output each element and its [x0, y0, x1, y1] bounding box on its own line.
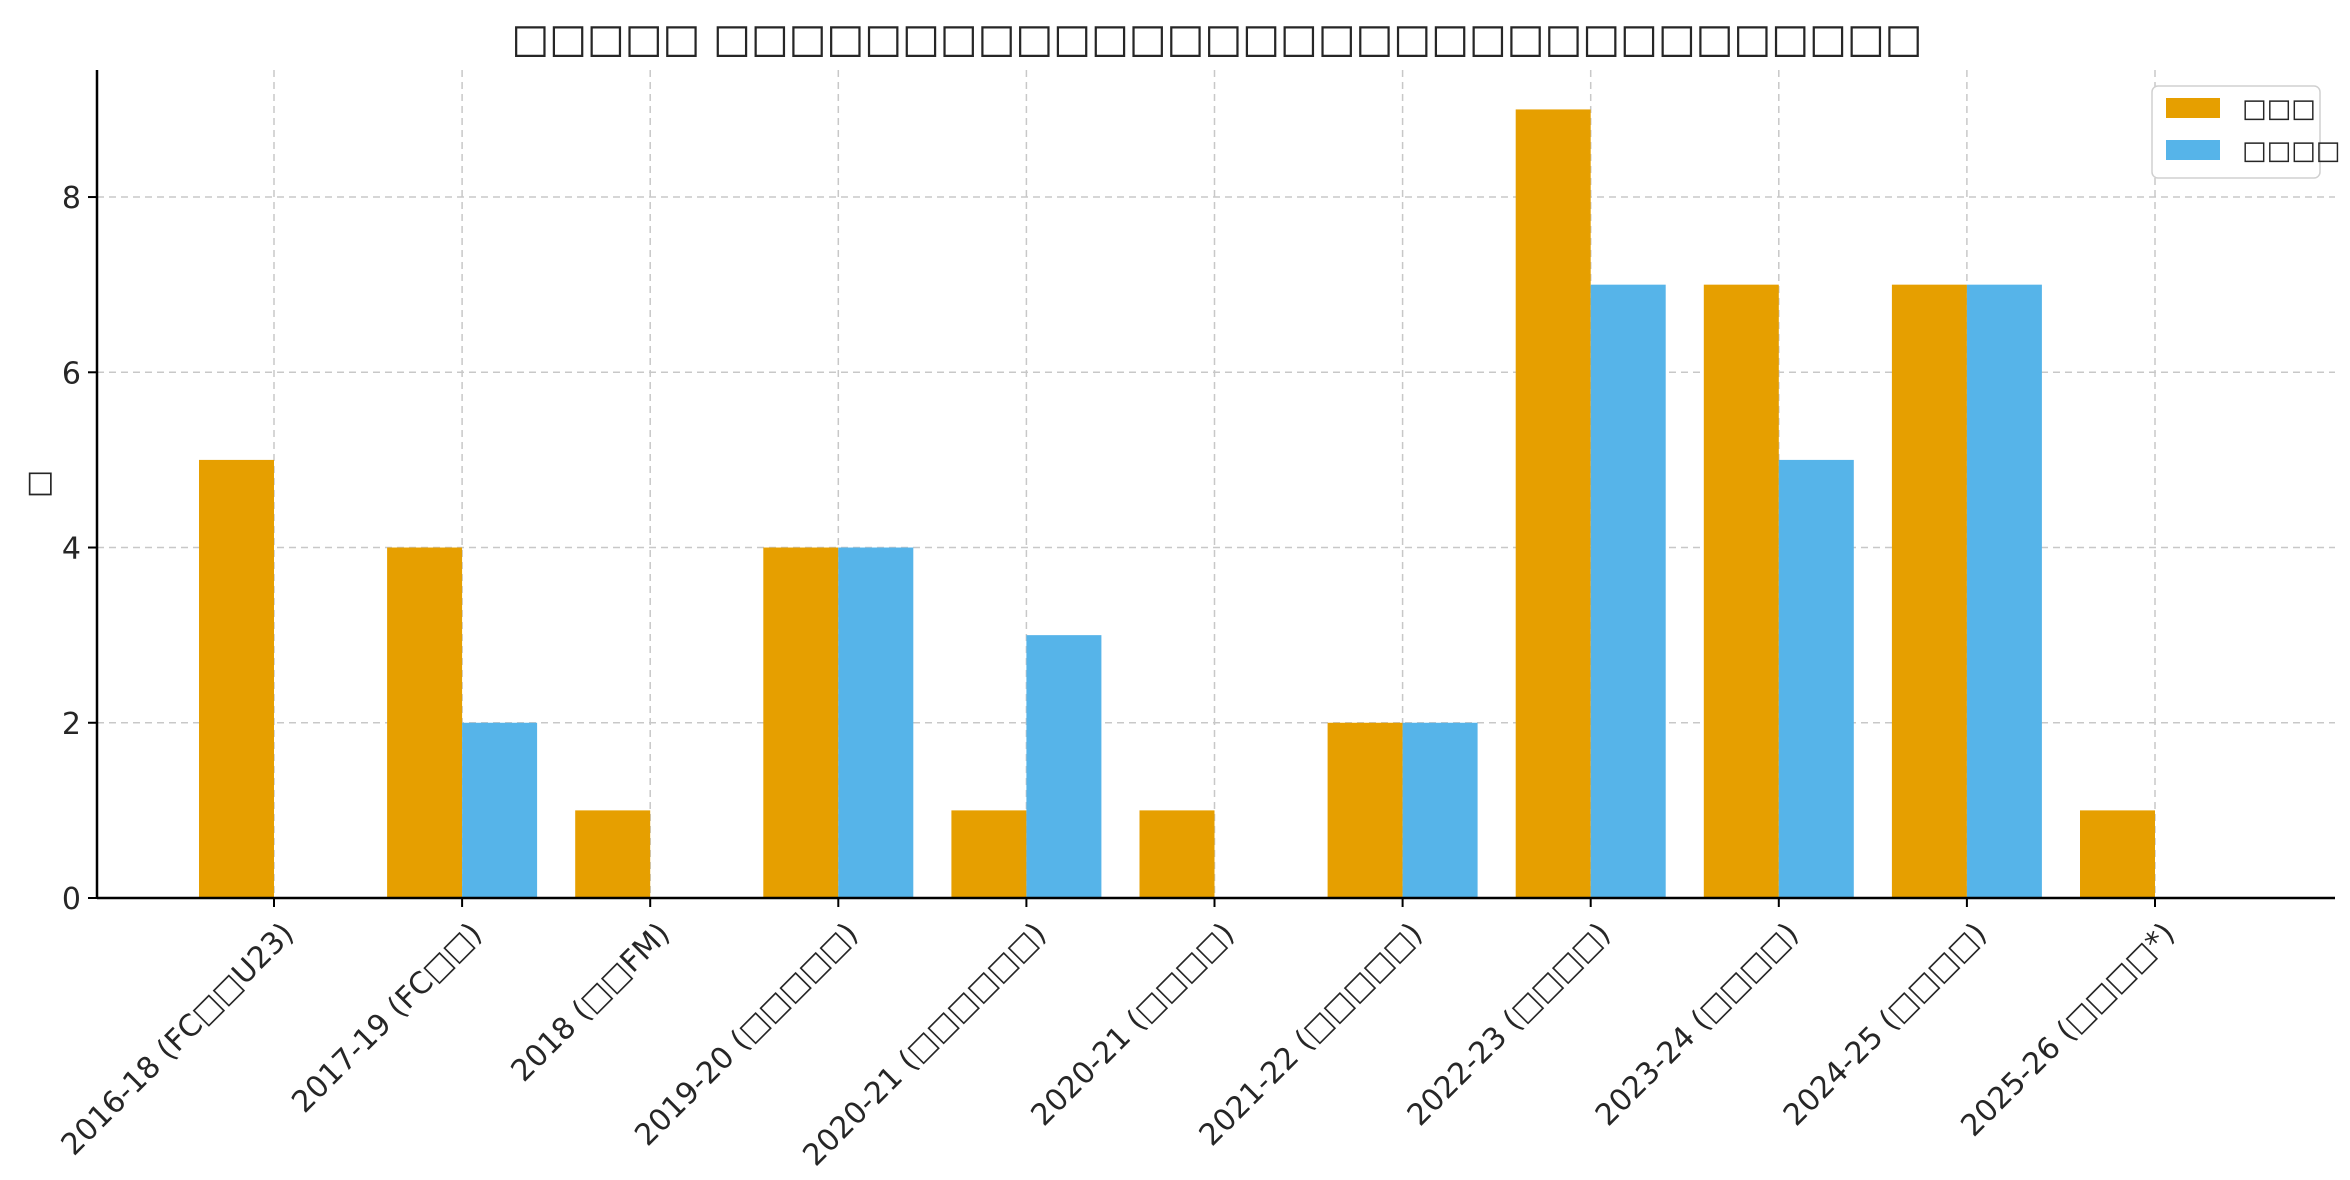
bar-series-1-9	[1891, 284, 1967, 899]
y-axis-ticks: 0 2 4 6 8	[62, 181, 97, 917]
y-tick-label-2: 4	[62, 532, 81, 567]
bar-series-1-1	[387, 547, 463, 898]
x-tick-label-2: 2018 (□□FM)	[505, 916, 678, 1089]
bar-series-1-7	[1515, 109, 1591, 898]
bar-series-1-0	[199, 459, 274, 898]
bar-series-2-8	[1778, 459, 1854, 898]
y-tick-label-4: 8	[62, 181, 81, 216]
bar-series-2-3	[838, 547, 914, 898]
x-tick-label-5: 2020-21 (□□□□)	[1025, 916, 1242, 1133]
x-tick-label-1: 2017-19 (FC□□)	[285, 916, 489, 1120]
chart-title: □□□□□ □□□□□□□□□□□□□□□□□□□□□□□□□□□□□□□□	[511, 16, 1922, 62]
bar-series-1-4	[951, 810, 1027, 898]
y-tick-label-0: 0	[62, 882, 81, 917]
x-tick-label-7: 2022-23 (□□□□)	[1401, 916, 1618, 1133]
y-tick-label-3: 6	[62, 356, 81, 391]
bar-series-1-2	[575, 810, 651, 898]
bar-series-2-6	[1402, 722, 1478, 898]
bar-series-2-1	[462, 722, 538, 898]
bar-series-1-6	[1327, 722, 1403, 898]
x-axis-ticks: 2016-18 (FC□□U23)2017-19 (FC□□) 2018 (□□F…	[55, 898, 2182, 1173]
legend-label-series-2: □□□□	[2242, 136, 2340, 166]
bar-series-2-4	[1026, 635, 1102, 898]
x-tick-label-8: 2023-24 (□□□□)	[1589, 916, 1806, 1133]
bar-series-1-5	[1139, 810, 1215, 898]
y-tick-label-1: 2	[62, 707, 81, 742]
legend-swatch-series-1	[2166, 98, 2220, 118]
legend-swatch-series-2	[2166, 140, 2220, 160]
bars	[199, 109, 2155, 899]
legend: □□□ □□□□	[2151, 85, 2340, 179]
x-tick-label-10: 2025-26 (□□□□*)	[1954, 916, 2181, 1143]
x-tick-label-0: 2016-18 (FC□□U23)	[55, 916, 301, 1162]
bar-series-1-3	[763, 547, 839, 898]
x-tick-label-9: 2024-25 (□□□□)	[1777, 916, 1994, 1133]
bar-series-1-8	[1703, 284, 1779, 899]
bar-series-2-9	[1966, 284, 2042, 899]
legend-label-series-1: □□□	[2242, 94, 2316, 124]
bar-series-2-7	[1590, 284, 1666, 899]
bar-series-1-10	[2080, 810, 2155, 898]
axes	[95, 70, 2335, 900]
y-axis-label: □	[21, 470, 56, 498]
